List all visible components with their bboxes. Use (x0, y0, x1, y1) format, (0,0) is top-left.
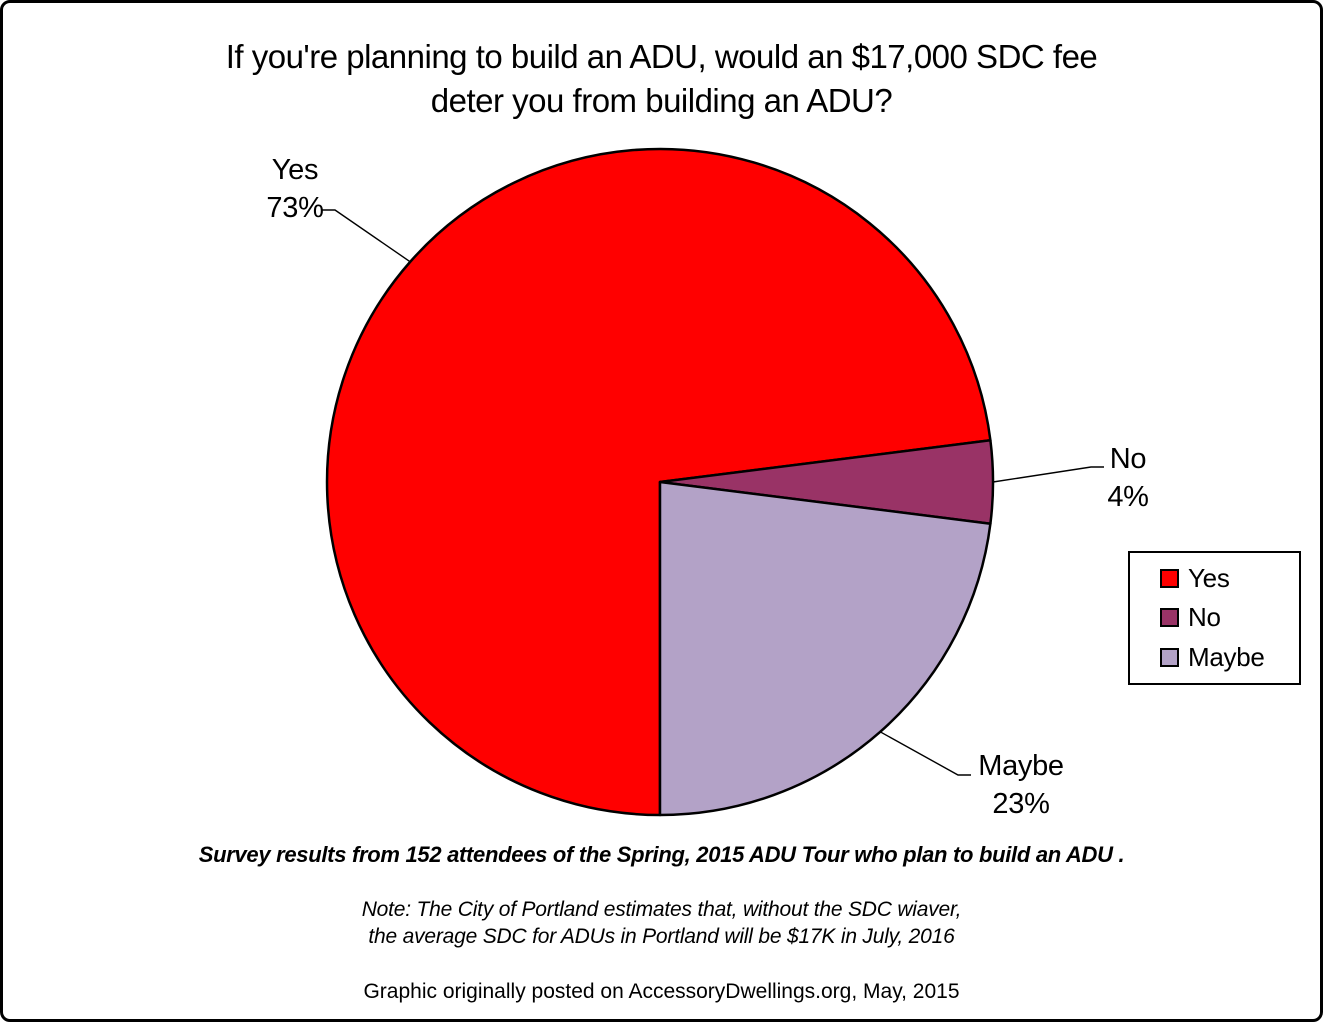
callout-no-label: No (1109, 443, 1147, 475)
legend-label-no: No (1188, 602, 1221, 633)
legend-item-yes: Yes (1160, 563, 1299, 594)
callout-no: No 4% (1093, 440, 1163, 516)
callout-yes: Yes 73% (240, 151, 350, 227)
sdc-note-line1: Note: The City of Portland estimates tha… (361, 898, 962, 921)
legend-swatch-no (1160, 608, 1179, 628)
credit-line: Graphic originally posted on AccessoryDw… (363, 980, 960, 1003)
callout-maybe-label: Maybe (978, 750, 1064, 782)
legend-swatch-yes (1160, 569, 1179, 589)
legend-label-yes: Yes (1188, 563, 1230, 594)
callout-maybe-percent: 23% (992, 788, 1050, 820)
sdc-note: Note: The City of Portland estimates tha… (3, 896, 1320, 950)
leader-line-maybe (879, 731, 971, 776)
callout-no-percent: 4% (1107, 481, 1149, 513)
legend-item-maybe: Maybe (1160, 642, 1299, 673)
legend-swatch-maybe (1160, 647, 1179, 667)
chart-title: If you're planning to build an ADU, woul… (3, 35, 1320, 123)
legend-label-maybe: Maybe (1188, 641, 1265, 672)
pie-slice-yes (325, 147, 992, 817)
sdc-note-line2: the average SDC for ADUs in Portland wil… (368, 925, 955, 948)
legend-item-no: No (1160, 602, 1299, 633)
callout-yes-label: Yes (271, 154, 319, 186)
chart-title-line2: deter you from building an ADU? (430, 82, 893, 119)
leader-line-no (992, 466, 1104, 483)
survey-note: Survey results from 152 attendees of the… (198, 842, 1125, 867)
callout-yes-percent: 73% (266, 192, 324, 224)
pie-chart-svg (322, 147, 1104, 817)
callout-maybe: Maybe 23% (965, 747, 1077, 823)
legend: Yes No Maybe (1128, 551, 1301, 685)
leader-line-yes (322, 209, 411, 263)
chart-title-line1: If you're planning to build an ADU, woul… (225, 38, 1098, 75)
